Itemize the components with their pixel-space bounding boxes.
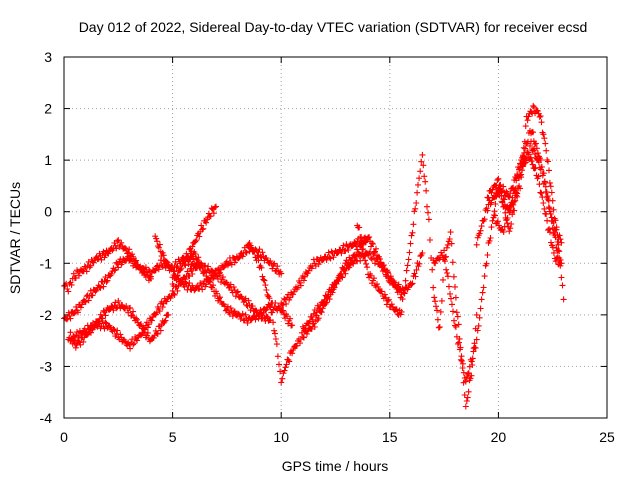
data-point-markers xyxy=(354,151,480,410)
x-tick-label: 15 xyxy=(382,429,398,445)
y-tick-label: 1 xyxy=(44,152,52,168)
y-tick-label: -3 xyxy=(40,358,53,374)
plot-area-frame xyxy=(63,56,608,419)
x-tick-label: 10 xyxy=(273,429,289,445)
data-point-markers xyxy=(180,249,296,329)
data-marks xyxy=(61,102,567,410)
x-tick-label: 20 xyxy=(491,429,507,445)
y-tick-label: 3 xyxy=(44,49,52,65)
x-tick-label: 5 xyxy=(169,429,177,445)
y-tick-label: -4 xyxy=(40,410,53,426)
data-point-markers xyxy=(430,127,563,385)
data-point-markers xyxy=(491,149,565,268)
x-tick-label: 25 xyxy=(599,429,615,445)
x-axis-label: GPS time / hours xyxy=(282,458,389,474)
series-track xyxy=(491,149,565,268)
y-tick-label: -1 xyxy=(40,255,53,271)
data-point-markers xyxy=(299,248,426,334)
grid-lines xyxy=(64,57,607,418)
series-track xyxy=(430,127,563,385)
series-track xyxy=(299,248,426,334)
data-point-markers xyxy=(67,297,172,351)
x-tick-label: 0 xyxy=(60,429,68,445)
y-tick-label: 2 xyxy=(44,101,52,117)
series-track xyxy=(473,102,567,303)
y-tick-label: 0 xyxy=(44,204,52,220)
y-tick-label: -2 xyxy=(40,307,53,323)
series-track xyxy=(61,237,154,295)
series-track xyxy=(67,297,172,351)
y-axis-label: SDTVAR / TECUs xyxy=(7,182,23,294)
series-track xyxy=(354,151,480,410)
data-point-markers xyxy=(473,102,567,303)
data-point-markers xyxy=(61,237,154,295)
series-track xyxy=(180,249,296,329)
chart-title: Day 012 of 2022, Sidereal Day-to-day VTE… xyxy=(79,19,588,35)
